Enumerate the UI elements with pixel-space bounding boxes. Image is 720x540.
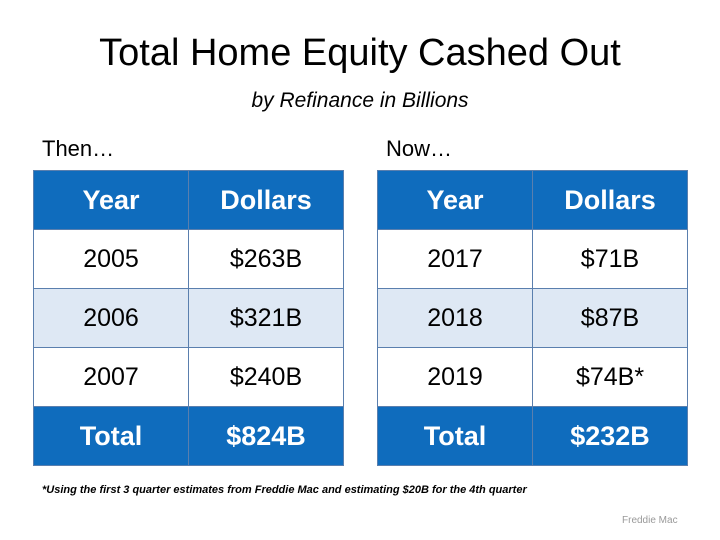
table-cell: $87B (532, 288, 688, 348)
table-cell: $74B* (532, 347, 688, 407)
table-row: 2017 $71B (377, 229, 688, 289)
table-row: 2006 $321B (33, 288, 344, 348)
header-row: Year Dollars (377, 170, 688, 230)
table-row: 2005 $263B (33, 229, 344, 289)
source: Freddie Mac (622, 515, 678, 526)
total-cell: $232B (532, 406, 688, 466)
total-cell: $824B (188, 406, 344, 466)
table-cell: $263B (188, 229, 344, 289)
column-header: Year (33, 170, 189, 230)
table-cell: 2018 (377, 288, 533, 348)
table-label: Now… (386, 136, 453, 161)
footnote: *Using the first 3 quarter estimates fro… (42, 484, 527, 496)
table-cell: $240B (188, 347, 344, 407)
table-row: 2019 $74B* (377, 347, 688, 407)
total-cell: Total (377, 406, 533, 466)
total-cell: Total (33, 406, 189, 466)
table-label: Then… (42, 136, 115, 161)
column-header: Dollars (188, 170, 344, 230)
table-cell: 2019 (377, 347, 533, 407)
table-cell: 2007 (33, 347, 189, 407)
table-cell: 2005 (33, 229, 189, 289)
total-row: Total $232B (377, 406, 688, 466)
table-cell: 2017 (377, 229, 533, 289)
column-header: Year (377, 170, 533, 230)
column-header: Dollars (532, 170, 688, 230)
title: Total Home Equity Cashed Out (99, 32, 621, 74)
data-table: Year Dollars 2017 $71B 2018 $87B 2019 $74B* Tota… (377, 170, 688, 466)
table-row: 2007 $240B (33, 347, 344, 407)
table-row: 2018 $87B (377, 288, 688, 348)
table-cell: $321B (188, 288, 344, 348)
subtitle: by Refinance in Billions (251, 89, 469, 112)
header-row: Year Dollars (33, 170, 344, 230)
table-cell: $71B (532, 229, 688, 289)
total-row: Total $824B (33, 406, 344, 466)
table-cell: 2006 (33, 288, 189, 348)
data-table: Year Dollars 2005 $263B 2006 $321B 2007 $240B To… (33, 170, 344, 466)
